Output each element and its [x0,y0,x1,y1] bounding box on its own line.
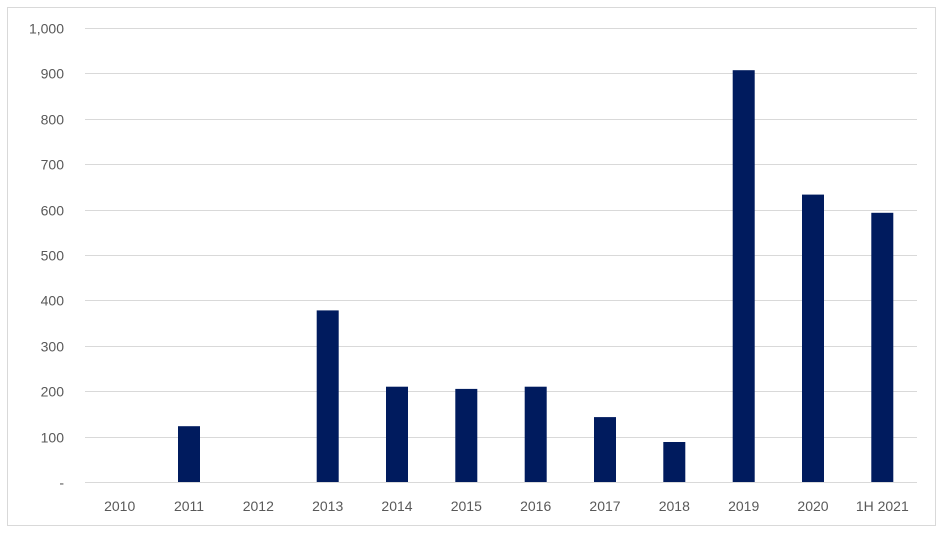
y-tick-label: - [59,475,64,491]
y-tick-label: 100 [41,430,65,446]
bar-2015 [455,388,478,482]
x-tick-label: 2020 [797,498,828,514]
x-axis-ticks: 2010 2011 2012 2013 2014 2015 2016 2017 2018 2019… [104,498,909,514]
x-tick-label: 2010 [104,498,135,514]
bar-2019 [732,70,755,482]
x-tick-label: 2019 [728,498,759,514]
x-tick-label: 2016 [520,498,551,514]
y-tick-label: 800 [41,112,65,128]
x-tick-label: 2018 [659,498,690,514]
y-tick-label: 600 [41,203,65,219]
x-tick-label: 2012 [243,498,274,514]
gridlines [85,28,917,483]
bar-2017 [594,417,616,482]
y-tick-label: 900 [41,66,65,82]
y-tick-label: 300 [41,339,65,355]
bars [178,70,894,483]
y-tick-label: 400 [41,293,65,309]
y-axis-ticks: - 100 200 300 400 500 600 700 800 900 1,000 [29,21,64,491]
x-tick-label: 1H 2021 [856,498,909,514]
bar-1h-2021 [871,212,894,483]
y-tick-label: 1,000 [29,21,64,37]
y-tick-label: 200 [41,384,65,400]
x-tick-label: 2013 [312,498,343,514]
bar-2011 [178,426,200,482]
x-tick-label: 2011 [174,498,204,514]
y-tick-label: 700 [41,157,65,173]
x-tick-label: 2014 [381,498,412,514]
bar-2018 [663,442,686,482]
bar-2016 [524,386,547,482]
bar-2020 [802,194,824,482]
x-tick-label: 2017 [589,498,620,514]
x-tick-label: 2015 [451,498,482,514]
bar-2014 [386,386,408,482]
y-tick-label: 500 [41,248,65,264]
bar-2013 [316,310,339,482]
